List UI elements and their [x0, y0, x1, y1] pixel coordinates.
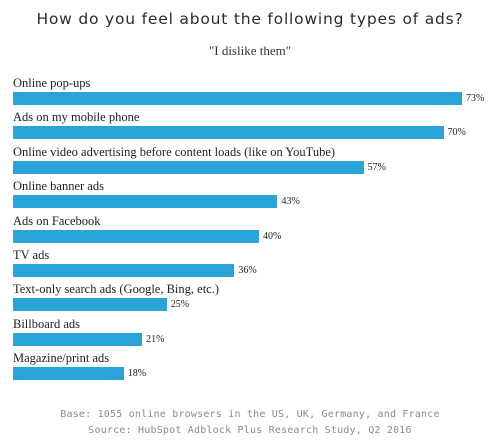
bar [13, 264, 235, 277]
category-label: TV ads [13, 248, 50, 262]
bar [13, 195, 278, 209]
value-label: 18% [127, 368, 147, 380]
value-label: 21% [146, 333, 165, 345]
bar [13, 229, 260, 243]
chart-subtitle: "I dislike them" [208, 43, 292, 58]
value-label: 25% [170, 299, 190, 311]
chart-title: How do you feel about the following type… [36, 10, 464, 28]
category-label: Billboard ads [13, 316, 81, 331]
category-label: Online banner ads [13, 179, 104, 194]
value-label: 36% [238, 265, 257, 276]
category-label: Online video advertising before content … [13, 144, 336, 159]
category-label: Text-only search ads (Google, Bing, etc.… [13, 282, 220, 297]
value-label: 57% [367, 161, 386, 173]
bar [13, 298, 167, 312]
value-label: 70% [447, 127, 466, 139]
category-label: Magazine/print ads [13, 351, 110, 366]
value-label: 43% [281, 196, 300, 208]
category-label: Ads on my mobile phone [13, 110, 140, 125]
category-label: Online pop-ups [13, 76, 91, 90]
bar [13, 367, 124, 381]
value-label: 73% [466, 93, 485, 104]
base-note: Base: 1055 online browsers in the US, UK… [60, 409, 440, 420]
bar [13, 332, 143, 346]
bar [13, 160, 364, 174]
source-note: Source: HubSpot Adblock Plus Research St… [88, 425, 412, 436]
category-label: Ads on Facebook [13, 213, 101, 228]
value-label: 40% [263, 230, 282, 242]
bar [13, 126, 444, 140]
bar [13, 92, 462, 105]
